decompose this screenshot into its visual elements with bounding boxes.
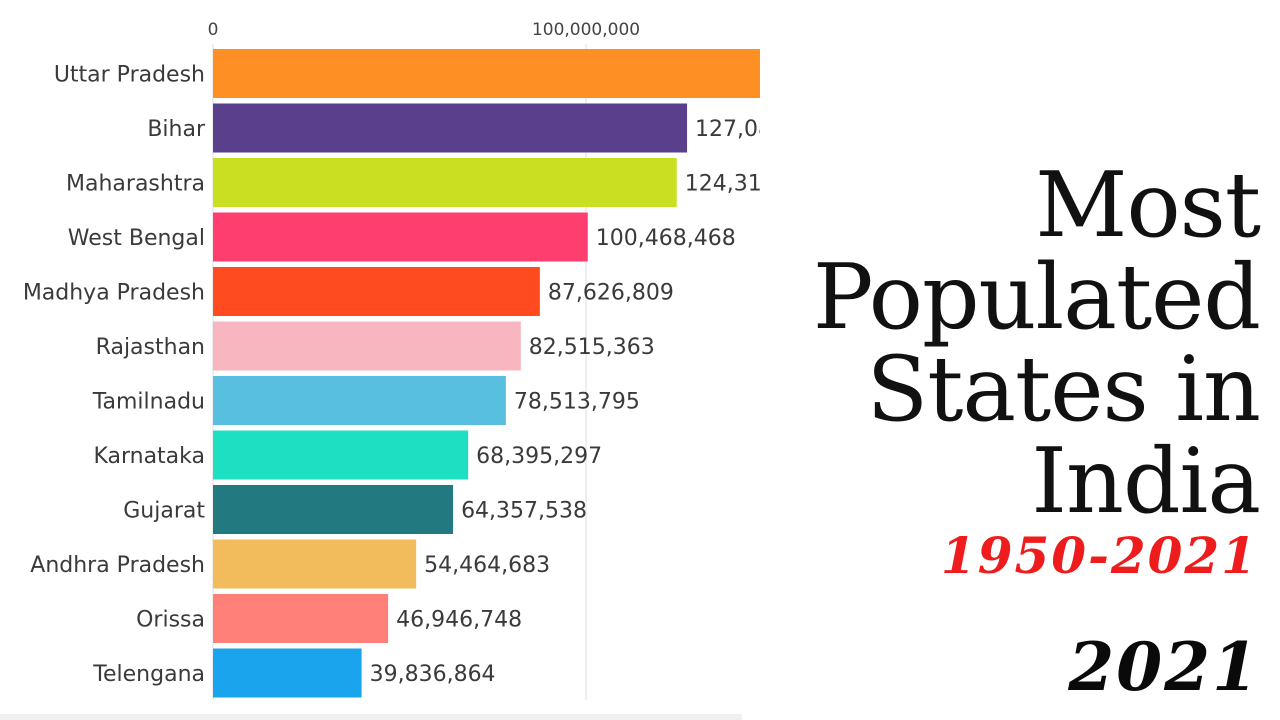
category-label: Maharashtra [66, 172, 205, 197]
bar [213, 648, 362, 698]
value-label: 68,395,297 [476, 444, 602, 469]
value-label: 54,464,683 [424, 553, 550, 578]
bar [213, 594, 389, 643]
bar [213, 430, 469, 480]
category-label: Madhya Pradesh [23, 281, 205, 306]
category-label: Gujarat [123, 499, 205, 524]
value-label: 100,468,468 [596, 226, 736, 251]
bar [213, 539, 417, 589]
category-label: Orissa [136, 608, 205, 633]
value-label: 78,513,795 [514, 390, 640, 415]
current-year-label: 2021 [1068, 628, 1260, 706]
title-line-1: Most [1035, 153, 1261, 258]
chart-title: Most Populated States in India [720, 153, 1261, 534]
value-label: 87,626,809 [548, 281, 674, 306]
year-range-subtitle: 1950-2021 [940, 526, 1258, 585]
bar [213, 158, 677, 207]
value-label: 46,946,748 [396, 608, 522, 633]
bar [213, 103, 688, 153]
value-label: 127,084,759 [695, 117, 760, 142]
category-label: Tamilnadu [92, 390, 205, 415]
title-line-4: India [1031, 429, 1261, 534]
category-label: West Bengal [68, 226, 205, 251]
x-tick-label: 100,000,000 [532, 20, 640, 40]
bar [213, 321, 521, 371]
value-label: 64,357,538 [461, 499, 587, 524]
value-label: 82,515,363 [529, 335, 655, 360]
bar [213, 212, 588, 262]
title-line-2: Populated [812, 245, 1261, 350]
category-label: Uttar Pradesh [54, 63, 205, 88]
bar [213, 376, 506, 425]
category-label: Andhra Pradesh [30, 553, 205, 578]
bar [213, 485, 454, 534]
value-label: 124,319,856 [685, 172, 760, 197]
title-line-3: States in [866, 337, 1261, 442]
bottom-divider [0, 714, 742, 720]
category-label: Karnataka [93, 444, 205, 469]
category-label: Telengana [92, 662, 205, 687]
value-label: 39,836,864 [370, 662, 496, 687]
x-tick-label: 0 [208, 20, 219, 40]
bar [213, 267, 540, 316]
category-label: Bihar [147, 117, 206, 142]
category-label: Rajasthan [96, 335, 205, 360]
bar [213, 49, 760, 98]
